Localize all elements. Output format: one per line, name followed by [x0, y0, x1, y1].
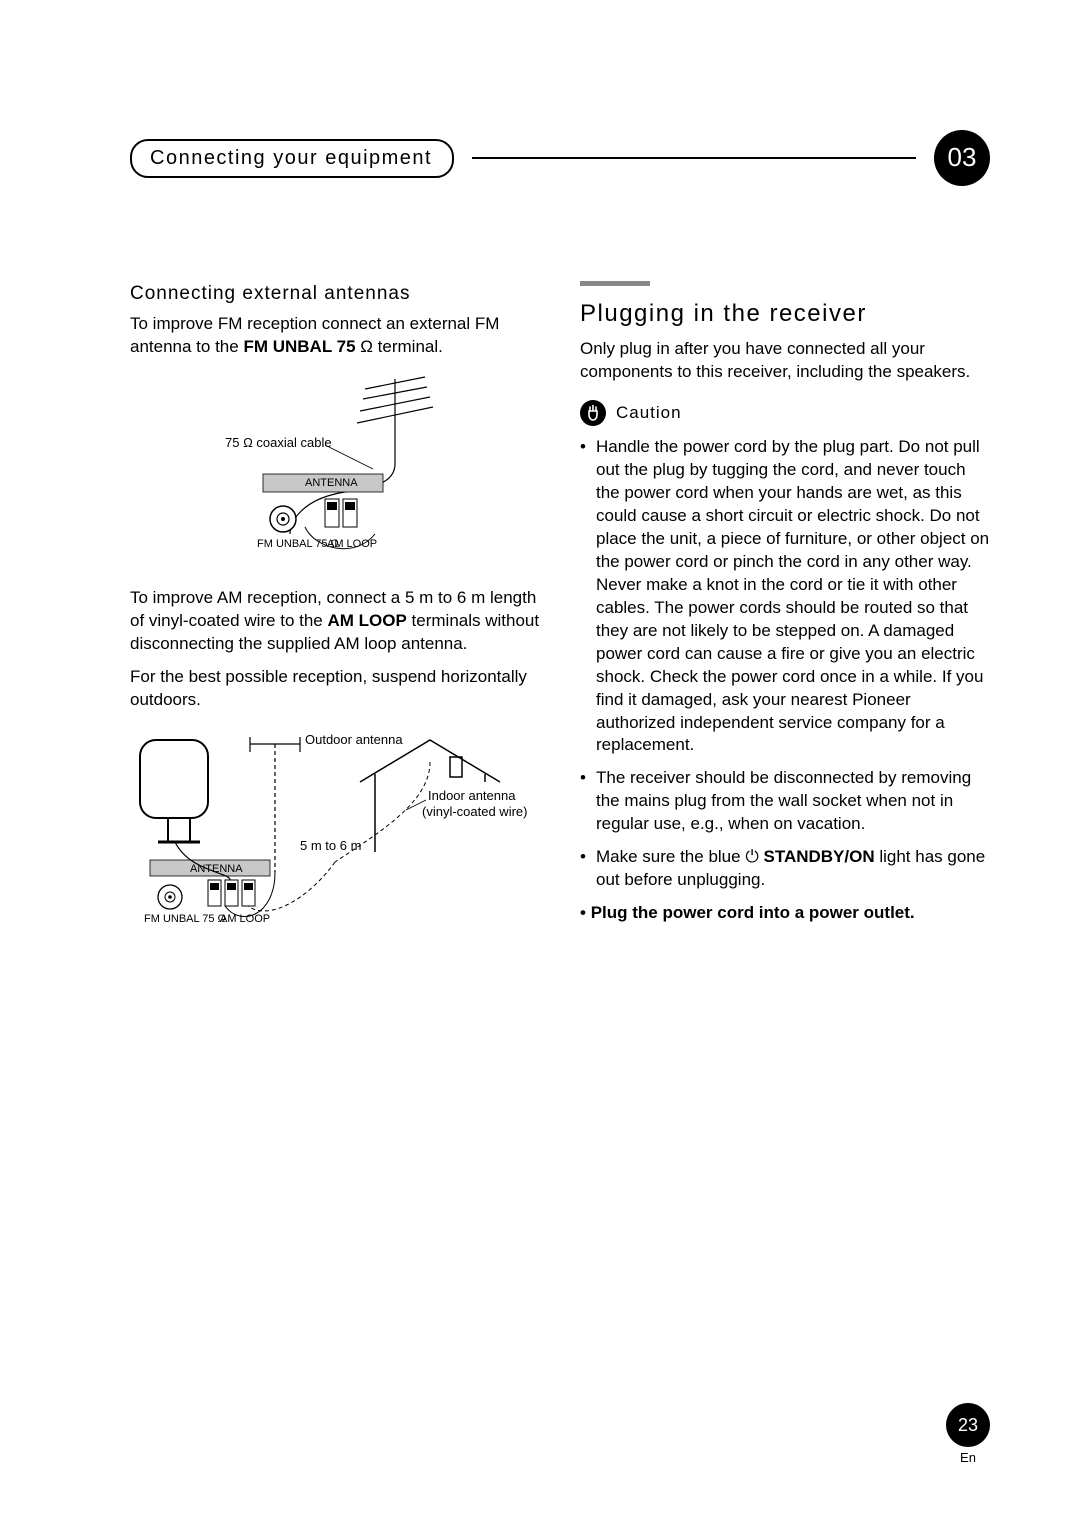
caution-icon [580, 400, 606, 426]
right-column: Plugging in the receiver Only plug in af… [580, 281, 990, 951]
fig2-fm-label: FM UNBAL 75 Ω [144, 913, 226, 925]
fig1-cable-label: 75 Ω coaxial cable [225, 435, 332, 450]
text: Ω terminal. [356, 337, 443, 356]
caution-heading: Caution [580, 400, 990, 426]
plug-intro: Only plug in after you have connected al… [580, 338, 990, 384]
am-intro-para: To improve AM reception, connect a 5 m t… [130, 587, 540, 656]
header-rule [472, 157, 916, 159]
caution-label: Caution [616, 402, 682, 425]
caution-item-standby: Make sure the blue ⏻ STANDBY/ON light ha… [580, 846, 990, 892]
left-column: Connecting external antennas To improve … [130, 281, 540, 951]
page-lang: En [946, 1449, 990, 1467]
fig2-am-label: AM LOOP [220, 913, 270, 925]
am-terminal-name: AM LOOP [327, 611, 406, 630]
plug-step: • Plug the power cord into a power outle… [580, 902, 990, 925]
fm-intro-para: To improve FM reception connect an exter… [130, 313, 540, 359]
text: Make sure the blue [596, 847, 745, 866]
page-number-badge: 23 [946, 1403, 990, 1447]
chapter-title-pill: Connecting your equipment [130, 139, 454, 178]
fig1-panel-label: ANTENNA [305, 477, 358, 489]
section-heading-plugging: Plugging in the receiver [580, 298, 990, 330]
figure-fm-antenna: 75 Ω coaxial cable ANTENNA [130, 369, 540, 576]
fig2-outdoor-label: Outdoor antenna [305, 732, 403, 747]
fig2-indoor-label2: (vinyl-coated wire) [422, 804, 527, 819]
caution-item-disconnect: The receiver should be disconnected by r… [580, 767, 990, 836]
page-footer: 23 En [946, 1403, 990, 1467]
standby-power-icon: ⏻ [745, 847, 763, 866]
caution-list: Handle the power cord by the plug part. … [580, 436, 990, 892]
caution-item-cord: Handle the power cord by the plug part. … [580, 436, 990, 757]
reception-note: For the best possible reception, suspend… [130, 666, 540, 712]
standby-on-label: STANDBY/ON [763, 847, 874, 866]
fig2-indoor-label1: Indoor antenna [428, 788, 516, 803]
section-heading-antennas: Connecting external antennas [130, 281, 540, 307]
accent-bar [580, 281, 650, 286]
fig2-len-label: 5 m to 6 m [300, 838, 361, 853]
fm-terminal-name: FM UNBAL 75 [243, 337, 355, 356]
plug-step-text: Plug the power cord into a power outlet. [591, 903, 915, 922]
figure-am-antenna: Outdoor antenna Indoor antenna (vinyl-co… [130, 722, 540, 939]
chapter-header: Connecting your equipment 03 [130, 130, 990, 186]
chapter-number-badge: 03 [934, 130, 990, 186]
